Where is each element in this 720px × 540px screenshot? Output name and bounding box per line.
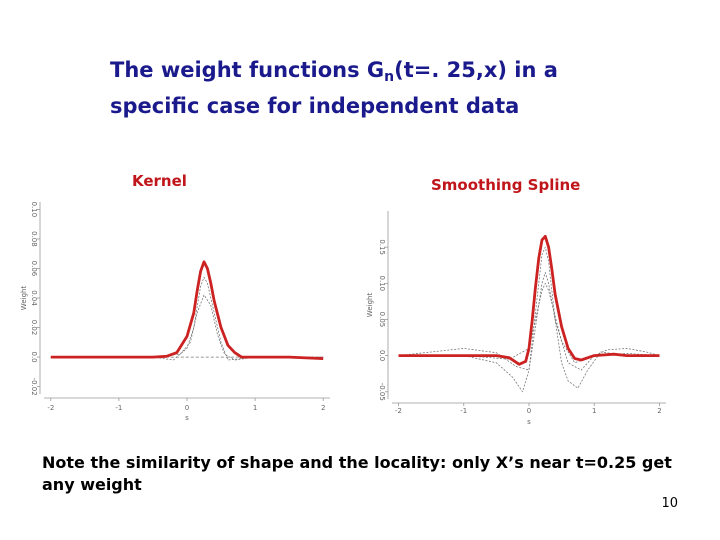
title-line1-post: (t=. 25,x) in a (394, 58, 558, 82)
y-tick-label: 0.05 (378, 312, 386, 328)
x-axis-title: s (527, 418, 531, 426)
main-weight-curve (50, 260, 324, 360)
y-tick-label: 0.10 (30, 202, 38, 218)
y-tick-label: 0.02 (30, 320, 38, 336)
x-axis-title: s (185, 414, 189, 422)
kernel-panel-label: Kernel (132, 172, 187, 190)
x-tick-label: 1 (592, 407, 596, 415)
x-tick-label: 0 (185, 404, 189, 412)
y-tick-label: -0.02 (30, 378, 38, 396)
x-tick-label: -2 (47, 404, 54, 412)
y-tick-label: 0.06 (30, 261, 38, 277)
x-tick-label: 2 (657, 407, 661, 415)
x-tick-label: -2 (395, 407, 402, 415)
main-weight-curve (398, 234, 660, 366)
y-tick-label: 0.0 (378, 350, 386, 361)
spline-chart: -0.05 0.0 0.05 0.10 0.15 -2 -1 0 1 2 s Weight (366, 211, 666, 426)
y-tick-label: 0.0 (30, 352, 38, 363)
page-number: 10 (661, 496, 678, 511)
spline-panel-label: Smoothing Spline (431, 176, 581, 194)
y-tick-label: 0.08 (30, 231, 38, 247)
y-axis-title: Weight (366, 293, 374, 318)
title-line1-pre: The weight functions G (110, 58, 385, 82)
title-line2: specific case for independent data (110, 94, 520, 118)
x-tick-label: 2 (321, 404, 325, 412)
comparison-curve (50, 276, 324, 361)
slide-title: The weight functions Gn(t=. 25,x) in a s… (110, 56, 630, 121)
y-tick-label: 0.10 (378, 276, 386, 292)
note-text: Note the similarity of shape and the loc… (42, 453, 672, 494)
y-axis-title: Weight (20, 286, 28, 311)
x-tick-label: -1 (460, 407, 467, 415)
x-tick-label: 0 (527, 407, 531, 415)
comparison-curve (398, 246, 660, 393)
x-tick-label: -1 (115, 404, 122, 412)
comparison-curve (50, 294, 324, 361)
x-tick-label: 1 (253, 404, 257, 412)
title-subscript: n (384, 69, 395, 85)
y-tick-label: 0.04 (30, 290, 38, 306)
y-tick-label: -0.05 (378, 383, 386, 401)
kernel-chart: -0.02 0.0 0.02 0.04 0.06 0.08 0.10 -2 -1 0 1 2 s Weig… (20, 202, 330, 422)
y-tick-label: 0.15 (378, 239, 386, 255)
